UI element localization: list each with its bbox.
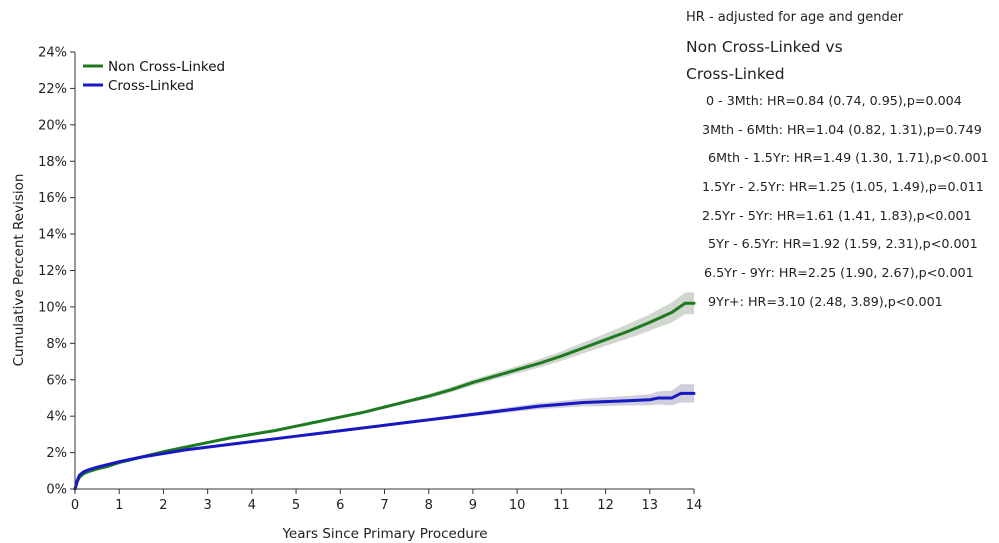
y-tick-label: 12% — [38, 264, 67, 279]
hazard-ratio-panel: HR - adjusted for age and gender Non Cro… — [686, 8, 996, 322]
x-tick-label: 1 — [115, 498, 123, 513]
x-tick-label: 11 — [553, 498, 570, 513]
x-tick-label: 13 — [642, 498, 659, 513]
hr-row: 3Mth - 6Mth: HR=1.04 (0.82, 1.31),p=0.74… — [702, 121, 982, 137]
x-tick-label: 4 — [248, 498, 256, 513]
series-lines — [73, 301, 696, 491]
y-axis-title: Cumulative Percent Revision — [11, 174, 27, 367]
y-tick-label: 8% — [46, 337, 67, 352]
hr-row: 0 - 3Mth: HR=0.84 (0.74, 0.95),p=0.004 — [706, 93, 962, 108]
y-tick-label: 6% — [46, 373, 67, 388]
y-tick-label: 4% — [46, 410, 67, 425]
x-tick-label: 10 — [509, 498, 526, 513]
hr-row: 5Yr - 6.5Yr: HR=1.92 (1.59, 2.31),p<0.00… — [708, 236, 978, 252]
hr-adjustment-note: HR - adjusted for age and gender — [686, 10, 904, 25]
legend: Non Cross-Linked Cross-Linked — [83, 59, 225, 94]
x-tick-label: 8 — [425, 498, 433, 513]
hr-row: 6Mth - 1.5Yr: HR=1.49 (1.30, 1.71),p<0.0… — [708, 150, 989, 166]
y-ticks: 0% 2% 4% 6% 8% 10% 12% 14% 16% 18% 20% 22% 24% — [38, 46, 75, 498]
y-tick-label: 2% — [46, 446, 67, 461]
y-tick-label: 0% — [46, 483, 67, 498]
legend-label-cross-linked: Cross-Linked — [108, 78, 194, 94]
y-tick-label: 16% — [38, 191, 67, 206]
x-tick-label: 12 — [597, 498, 614, 513]
x-tick-label: 2 — [159, 498, 167, 513]
hr-row: 9Yr+: HR=3.10 (2.48, 3.89),p<0.001 — [708, 293, 943, 309]
non-cross-linked-confidence-band — [75, 292, 694, 489]
y-tick-label: 20% — [38, 118, 67, 133]
x-ticks: 0 1 2 3 4 5 6 7 8 9 10 11 12 13 14 — [71, 489, 702, 513]
x-tick-label: 0 — [71, 498, 79, 513]
comparison-heading-line2: Cross-Linked — [686, 65, 785, 83]
hr-row: 2.5Yr - 5Yr: HR=1.61 (1.41, 1.83),p<0.00… — [702, 207, 972, 223]
y-tick-label: 18% — [38, 155, 67, 170]
comparison-heading-line1: Non Cross-Linked vs — [686, 38, 843, 56]
hr-row: 6.5Yr - 9Yr: HR=2.25 (1.90, 2.67),p<0.00… — [704, 265, 974, 281]
axes — [74, 52, 694, 490]
y-tick-label: 14% — [38, 228, 67, 243]
non-cross-linked-line — [73, 301, 696, 491]
cross-linked-line — [73, 391, 696, 491]
hr-row: 1.5Yr - 2.5Yr: HR=1.25 (1.05, 1.49),p=0.… — [702, 179, 984, 195]
x-tick-label: 14 — [686, 498, 703, 513]
confidence-bands — [75, 292, 694, 489]
hr-list: 0 - 3Mth: HR=0.84 (0.74, 0.95),p=0.004 3… — [686, 92, 996, 310]
x-axis-title: Years Since Primary Procedure — [281, 526, 487, 542]
cross-linked-confidence-band — [75, 384, 694, 489]
legend-label-non-cross-linked: Non Cross-Linked — [108, 59, 225, 75]
x-tick-label: 5 — [292, 498, 300, 513]
y-tick-label: 24% — [38, 46, 67, 61]
x-tick-label: 9 — [469, 498, 477, 513]
x-tick-label: 6 — [336, 498, 344, 513]
y-tick-label: 10% — [38, 300, 67, 315]
y-tick-label: 22% — [38, 82, 67, 97]
x-tick-label: 3 — [204, 498, 212, 513]
x-tick-label: 7 — [380, 498, 388, 513]
